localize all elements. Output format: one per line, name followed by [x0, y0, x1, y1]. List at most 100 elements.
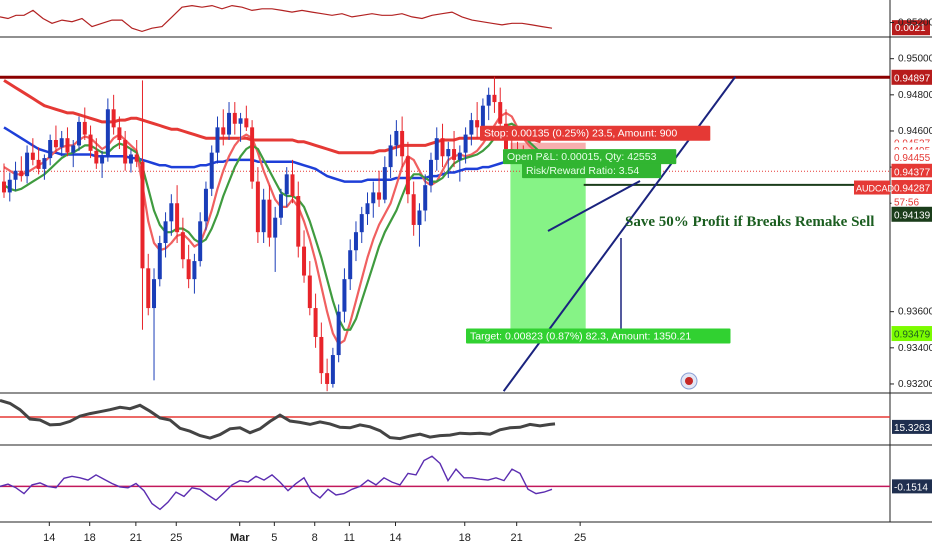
candle-body	[25, 152, 30, 177]
indicator-3-line	[0, 455, 553, 511]
candle-body	[371, 192, 376, 204]
candle-body	[261, 199, 266, 233]
candle-body	[400, 130, 405, 157]
candle	[307, 261, 312, 316]
target-label-text: Target: 0.00823 (0.87%) 82.3, Amount: 13…	[470, 331, 691, 343]
price-label-bg	[891, 326, 932, 342]
price-label-bg	[892, 479, 932, 494]
candle	[365, 192, 370, 225]
candle-body	[273, 217, 278, 238]
candle	[128, 149, 133, 173]
candle	[209, 145, 214, 197]
candle-body	[428, 159, 433, 186]
y-tick-label: 0.93600	[898, 307, 932, 318]
moving-average-green-line	[3, 122, 542, 331]
price-label-bg	[891, 206, 932, 222]
candle-body	[2, 181, 6, 193]
y-tick-label: 0.94800	[898, 90, 932, 101]
candle-body	[65, 138, 70, 153]
y-tick-label: 0.93400	[898, 343, 932, 354]
logo-dot-icon	[685, 377, 693, 385]
candle	[117, 116, 122, 150]
candle	[157, 235, 162, 287]
candle-body	[163, 221, 168, 244]
candle-body	[255, 181, 260, 233]
x-tick-label: 25	[574, 532, 586, 544]
annotation-label: Save 50% Profit if Breaks Remake Sell	[625, 214, 874, 230]
candle-body	[377, 192, 382, 200]
candle	[146, 253, 151, 316]
price-axis[interactable]: 0.952000.950000.948000.946000.944000.942…	[854, 18, 932, 390]
candle-body	[232, 112, 237, 124]
candle	[313, 293, 318, 348]
candle-body	[77, 121, 82, 146]
price-panel: Stop: 0.00135 (0.25%) 23.5, Amount: 900 O…	[0, 75, 890, 392]
candle-body	[457, 152, 462, 160]
price-label-text: 0.94139	[894, 210, 931, 221]
moving-average-blue-line	[3, 126, 541, 183]
y-tick-label: 0.95200	[898, 18, 932, 29]
price-label: 57:56	[891, 193, 932, 209]
candle-body	[123, 140, 128, 164]
panel-separators	[0, 0, 932, 523]
candle	[232, 102, 237, 135]
candle-body	[342, 279, 347, 312]
candle	[377, 170, 382, 207]
indicator-2-panel: 15.3263	[0, 398, 932, 441]
risk-reward-label-text: Risk/Reward Ratio: 3.54	[526, 165, 639, 177]
stop-label-bg	[480, 125, 711, 141]
candle	[152, 268, 157, 381]
candle-body	[203, 188, 208, 222]
price-label: 0.94897	[891, 69, 932, 85]
candle-body	[365, 203, 370, 215]
candle-body	[411, 194, 416, 225]
candle	[261, 188, 266, 244]
candle-body	[325, 373, 330, 384]
tradingview-logo[interactable]	[680, 372, 698, 390]
candle-body	[175, 203, 180, 233]
candle-body	[267, 199, 272, 238]
candle	[498, 87, 503, 131]
candle-body	[405, 156, 410, 195]
y-tick-label: 0.93200	[898, 379, 932, 390]
candle-body	[13, 170, 18, 180]
x-tick-label: 18	[84, 532, 96, 544]
price-label-text: 0.94455	[894, 153, 931, 164]
x-tick-label: 14	[43, 532, 55, 544]
candle	[405, 141, 410, 204]
candle	[19, 156, 24, 182]
candle	[492, 76, 497, 113]
candle	[175, 185, 180, 244]
candle-body	[42, 158, 47, 169]
candle	[77, 116, 82, 151]
candle	[423, 174, 428, 222]
candle-body	[440, 138, 445, 157]
candle-body	[227, 112, 232, 135]
candle-body	[209, 152, 214, 189]
candle-body	[7, 179, 12, 193]
price-label-text: 0.0021	[895, 23, 926, 34]
y-tick-label: 0.95000	[898, 54, 932, 65]
x-tick-label: 25	[170, 532, 182, 544]
candle	[30, 138, 35, 166]
candle	[267, 185, 272, 247]
open-pnl-label: Open P&L: 0.00015, Qty: 42553	[503, 149, 677, 165]
candle-body	[348, 250, 353, 280]
candle-body	[128, 154, 133, 164]
candle	[273, 206, 278, 272]
time-axis[interactable]: 14 18 21 25 Mar 5 8 11 14 18 21 25	[43, 522, 586, 544]
price-label-bg	[892, 20, 930, 36]
moving-average-fast-line	[3, 111, 542, 346]
candle	[53, 125, 58, 153]
candle-body	[157, 243, 162, 280]
price-label-text: 57:56	[894, 197, 919, 208]
price-label-bg	[892, 419, 932, 434]
indicator-3-last-label: -0.1514	[892, 479, 932, 494]
x-tick-label: 11	[344, 532, 355, 544]
price-label-text: 0.94377	[894, 167, 931, 178]
candle-body	[452, 149, 457, 160]
candle	[169, 194, 174, 236]
top-indicator-line	[0, 4, 553, 33]
candle-body	[250, 127, 255, 182]
